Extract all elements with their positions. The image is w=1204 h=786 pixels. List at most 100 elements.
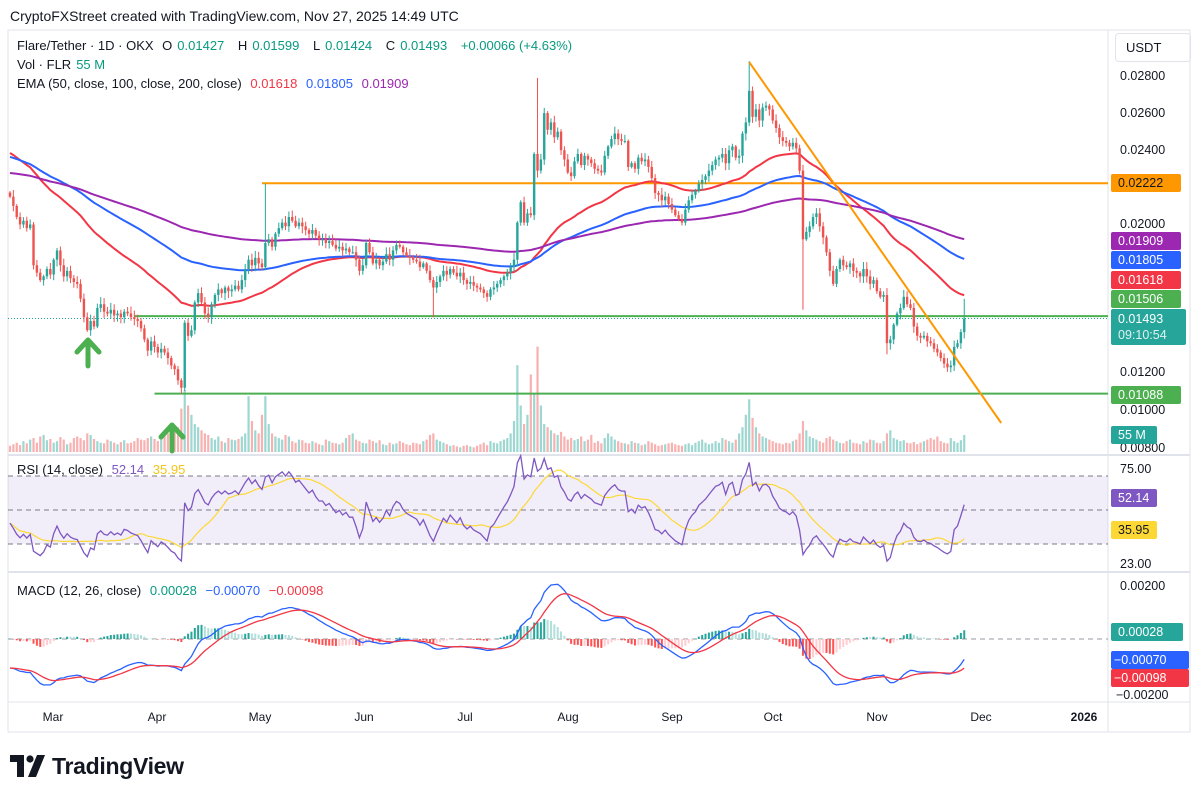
candle (963, 298, 966, 339)
volume-bar (660, 445, 663, 452)
macd-histogram-bar (630, 639, 633, 645)
candle (727, 145, 731, 170)
volume-bar (912, 442, 915, 452)
volume-bar (677, 445, 680, 452)
candle-body (963, 318, 966, 333)
macd-histogram-bar (744, 632, 747, 639)
volume-bar (650, 442, 653, 452)
candle-body (566, 159, 569, 173)
candle-body (539, 159, 543, 171)
candle (455, 265, 459, 280)
volume-bar (939, 441, 942, 452)
candle-body (569, 172, 573, 177)
macd-legend[interactable]: MACD (12, 26, close) 0.00028 −0.00070 −0… (17, 583, 328, 598)
candle-body (674, 209, 677, 216)
macd-histogram-bar (66, 636, 69, 639)
candle (882, 291, 885, 302)
candle (653, 174, 657, 199)
macd-histogram-bar (291, 635, 294, 639)
macd-histogram-bar (714, 630, 717, 639)
macd-tick: 0.00200 (1120, 579, 1166, 593)
macd-histogram-bar (250, 633, 253, 639)
rsi-legend[interactable]: RSI (14, close) 52.14 35.95 (17, 462, 190, 477)
volume-bar (143, 440, 146, 452)
volume-bar (197, 427, 200, 452)
volume-bar (116, 444, 119, 452)
macd-histogram-bar (375, 639, 378, 643)
macd-histogram-bar (724, 631, 727, 639)
macd-histogram-bar (109, 634, 112, 639)
volume-bar (680, 445, 684, 452)
candle-body (727, 150, 731, 164)
volume-bar (492, 442, 495, 452)
candle-body (801, 170, 805, 240)
price-tick: 0.02600 (1120, 106, 1166, 120)
candle-body (684, 209, 687, 223)
macd-histogram-bar (869, 637, 872, 639)
volume-bar (610, 436, 613, 452)
macd-histogram-bar (519, 625, 522, 639)
candle (929, 337, 932, 347)
macd-histogram-bar (247, 633, 250, 639)
candle (375, 252, 378, 270)
macd-histogram-bar (771, 637, 774, 639)
tradingview-logo[interactable]: TradingView (10, 752, 184, 780)
macd-histogram-bar (529, 626, 532, 639)
macd-histogram-bar (731, 631, 734, 639)
candle (835, 266, 838, 288)
macd-histogram-bar (670, 639, 673, 649)
volume-bar (213, 439, 217, 452)
volume-bar (166, 433, 170, 452)
candle-body (412, 257, 415, 260)
candle-body (704, 176, 707, 180)
candle-body (680, 218, 684, 223)
macd-histogram-bar (815, 639, 818, 655)
volume-badge: 55 M (1111, 426, 1157, 444)
currency-button[interactable]: USDT (1115, 33, 1191, 62)
ema-legend[interactable]: EMA (50, close, 100, close, 200, close) … (17, 76, 414, 91)
high-label: H (237, 38, 248, 53)
candle-body (307, 230, 311, 234)
volume-bar (29, 439, 32, 452)
candle-body (428, 270, 432, 281)
candle (250, 253, 254, 272)
volume-bar (200, 430, 203, 452)
candle-body (328, 241, 331, 244)
volume-bar (701, 439, 704, 452)
volume-legend[interactable]: Vol · FLR 55 M (17, 57, 110, 72)
volume-bar (815, 439, 818, 452)
macd-histogram-bar (899, 638, 902, 639)
macd-histogram-bar (566, 639, 569, 641)
candle (845, 261, 848, 270)
candle (448, 266, 452, 279)
volume-bar (230, 439, 233, 452)
volume-bar (217, 436, 220, 452)
candle-body (529, 213, 532, 216)
candle (593, 158, 596, 174)
candle-body (610, 139, 613, 147)
candle (838, 257, 842, 272)
time-tick: Aug (557, 710, 579, 724)
macd-histogram-bar (889, 639, 892, 644)
candle (388, 247, 391, 266)
candle (39, 268, 42, 283)
candle-body (559, 131, 563, 151)
volume-bar (811, 438, 815, 452)
macd-histogram-bar (654, 639, 657, 648)
volume-bar (674, 444, 677, 452)
volume-bar (926, 439, 929, 452)
candle (744, 117, 748, 141)
candle (136, 314, 139, 328)
volume-bar (539, 405, 542, 452)
candle-body (912, 307, 916, 327)
volume-bar (150, 436, 153, 452)
candle-body (183, 322, 186, 388)
volume-bar (18, 445, 22, 452)
candle (613, 126, 616, 145)
candle-body (455, 272, 459, 277)
macd-histogram-bar (267, 634, 270, 639)
volume-bar (418, 444, 422, 452)
symbol-name[interactable]: Flare/Tether · 1D · OKX (17, 38, 154, 53)
candle (385, 247, 388, 264)
